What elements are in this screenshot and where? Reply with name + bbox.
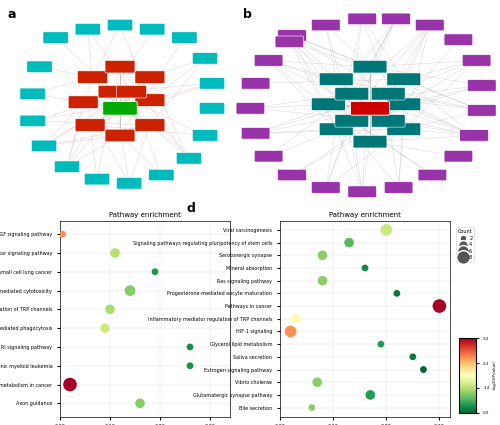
Point bbox=[345, 239, 353, 246]
FancyBboxPatch shape bbox=[176, 153, 202, 164]
FancyBboxPatch shape bbox=[416, 20, 444, 31]
Point bbox=[409, 354, 417, 360]
FancyBboxPatch shape bbox=[278, 169, 306, 181]
FancyBboxPatch shape bbox=[105, 129, 135, 142]
FancyBboxPatch shape bbox=[372, 115, 405, 127]
FancyBboxPatch shape bbox=[135, 94, 165, 106]
Point bbox=[366, 391, 374, 398]
FancyBboxPatch shape bbox=[444, 150, 472, 162]
FancyBboxPatch shape bbox=[84, 173, 110, 185]
FancyBboxPatch shape bbox=[462, 55, 491, 66]
Point bbox=[106, 306, 114, 313]
FancyBboxPatch shape bbox=[75, 119, 105, 131]
Title: Pathway enrichment: Pathway enrichment bbox=[109, 212, 181, 218]
Point bbox=[361, 265, 369, 272]
Point bbox=[66, 381, 74, 388]
FancyBboxPatch shape bbox=[382, 13, 410, 25]
Point bbox=[393, 290, 401, 297]
FancyBboxPatch shape bbox=[20, 88, 45, 99]
Point bbox=[136, 400, 144, 407]
FancyBboxPatch shape bbox=[116, 178, 142, 189]
Text: d: d bbox=[186, 202, 196, 215]
FancyBboxPatch shape bbox=[242, 78, 270, 89]
FancyBboxPatch shape bbox=[335, 115, 368, 127]
FancyBboxPatch shape bbox=[32, 140, 57, 152]
FancyBboxPatch shape bbox=[149, 169, 174, 181]
Point bbox=[292, 315, 300, 322]
Point bbox=[58, 231, 66, 238]
FancyBboxPatch shape bbox=[98, 85, 128, 98]
FancyBboxPatch shape bbox=[103, 102, 137, 115]
Point bbox=[186, 343, 194, 350]
FancyBboxPatch shape bbox=[387, 73, 420, 85]
FancyBboxPatch shape bbox=[236, 103, 264, 114]
FancyBboxPatch shape bbox=[312, 20, 340, 31]
FancyBboxPatch shape bbox=[312, 98, 346, 111]
Point bbox=[186, 363, 194, 369]
Legend: 2, 4, 6, 8: 2, 4, 6, 8 bbox=[321, 227, 340, 262]
Point bbox=[126, 287, 134, 294]
Point bbox=[318, 252, 326, 259]
FancyBboxPatch shape bbox=[320, 73, 353, 85]
Legend: 2, 4, 6, 8: 2, 4, 6, 8 bbox=[456, 227, 474, 262]
FancyBboxPatch shape bbox=[254, 55, 283, 66]
FancyBboxPatch shape bbox=[140, 23, 165, 35]
Point bbox=[286, 328, 294, 335]
Text: a: a bbox=[8, 8, 16, 21]
FancyBboxPatch shape bbox=[468, 105, 496, 116]
Point bbox=[382, 227, 390, 233]
FancyBboxPatch shape bbox=[418, 169, 446, 181]
FancyBboxPatch shape bbox=[384, 182, 413, 193]
FancyBboxPatch shape bbox=[108, 20, 132, 31]
Point bbox=[308, 404, 316, 411]
FancyBboxPatch shape bbox=[78, 71, 108, 83]
Point bbox=[111, 249, 119, 256]
FancyBboxPatch shape bbox=[68, 96, 98, 108]
FancyBboxPatch shape bbox=[254, 150, 283, 162]
Point bbox=[318, 277, 326, 284]
FancyBboxPatch shape bbox=[105, 60, 135, 73]
FancyBboxPatch shape bbox=[387, 123, 420, 136]
FancyBboxPatch shape bbox=[172, 32, 197, 43]
FancyBboxPatch shape bbox=[320, 123, 353, 136]
FancyBboxPatch shape bbox=[387, 98, 420, 111]
FancyBboxPatch shape bbox=[275, 36, 304, 48]
FancyBboxPatch shape bbox=[348, 186, 376, 197]
FancyBboxPatch shape bbox=[312, 182, 340, 193]
Point bbox=[420, 366, 428, 373]
FancyBboxPatch shape bbox=[278, 30, 306, 41]
FancyBboxPatch shape bbox=[444, 34, 472, 45]
FancyBboxPatch shape bbox=[135, 119, 165, 131]
Title: Pathway enrichment: Pathway enrichment bbox=[329, 212, 401, 218]
FancyBboxPatch shape bbox=[192, 130, 218, 141]
FancyBboxPatch shape bbox=[348, 13, 376, 25]
Point bbox=[101, 325, 109, 332]
FancyBboxPatch shape bbox=[353, 136, 387, 148]
FancyBboxPatch shape bbox=[192, 53, 218, 64]
FancyBboxPatch shape bbox=[75, 23, 100, 35]
FancyBboxPatch shape bbox=[468, 80, 496, 91]
FancyBboxPatch shape bbox=[200, 103, 224, 114]
FancyBboxPatch shape bbox=[353, 60, 387, 73]
FancyBboxPatch shape bbox=[335, 88, 368, 100]
FancyBboxPatch shape bbox=[116, 85, 146, 98]
FancyBboxPatch shape bbox=[27, 61, 52, 72]
Point bbox=[151, 268, 159, 275]
FancyBboxPatch shape bbox=[20, 115, 45, 127]
Point bbox=[313, 379, 321, 385]
FancyBboxPatch shape bbox=[200, 78, 224, 89]
Point bbox=[377, 341, 385, 348]
FancyBboxPatch shape bbox=[135, 71, 165, 83]
FancyBboxPatch shape bbox=[350, 102, 390, 115]
FancyBboxPatch shape bbox=[242, 128, 270, 139]
Text: b: b bbox=[242, 8, 252, 21]
FancyBboxPatch shape bbox=[43, 32, 68, 43]
FancyBboxPatch shape bbox=[372, 88, 405, 100]
FancyBboxPatch shape bbox=[54, 161, 80, 173]
Point bbox=[436, 303, 444, 309]
FancyBboxPatch shape bbox=[460, 130, 488, 141]
